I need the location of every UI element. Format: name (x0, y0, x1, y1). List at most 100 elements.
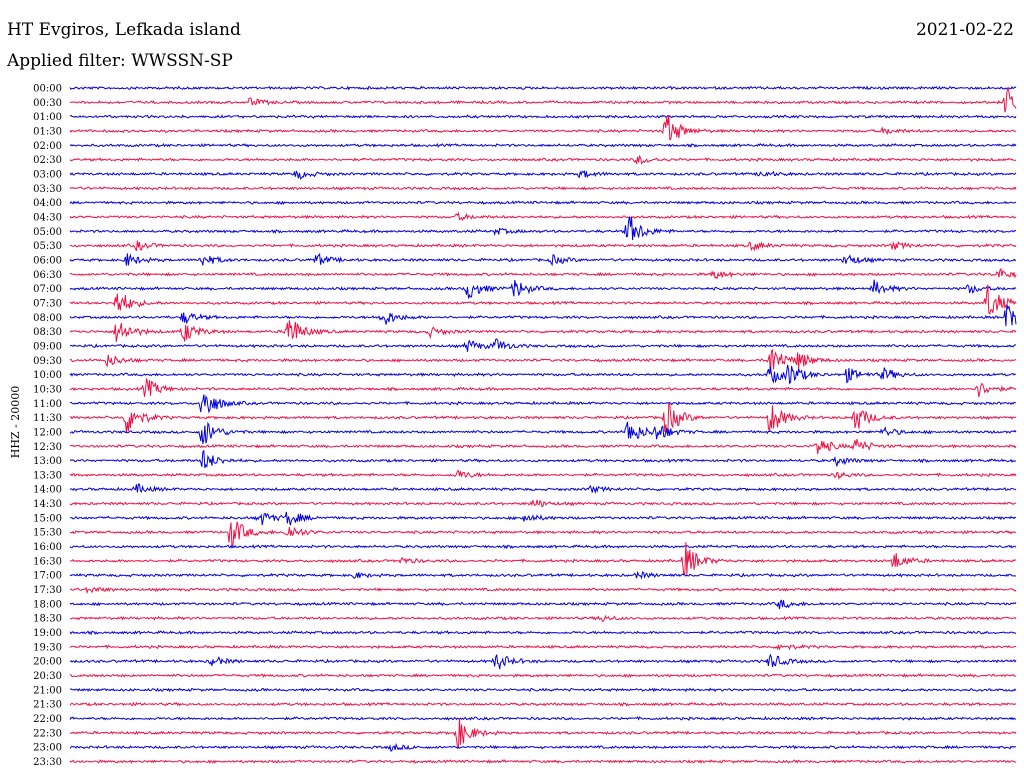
time-tick-label: 14:30 (33, 499, 62, 510)
seismic-trace (69, 499, 1017, 508)
seismic-trace (69, 200, 1017, 206)
seismic-trace (69, 630, 1017, 636)
seismic-trace (69, 216, 1017, 241)
time-tick-label: 07:30 (33, 298, 62, 309)
time-tick-label: 06:30 (33, 270, 62, 281)
record-date: 2021-02-22 (915, 20, 1014, 40)
time-tick-label: 12:30 (33, 442, 62, 453)
seismic-trace (69, 687, 1017, 693)
seismic-trace (69, 599, 1017, 610)
seismic-trace (69, 378, 1017, 398)
filter-label: Applied filter: WWSSN-SP (7, 51, 233, 71)
seismic-trace (69, 284, 1017, 315)
seismic-trace (69, 186, 1017, 191)
seismic-trace (69, 85, 1017, 91)
seismic-trace (69, 142, 1017, 149)
seismic-trace (69, 570, 1017, 580)
seismic-trace (69, 718, 1017, 749)
time-tick-label: 08:30 (33, 327, 62, 338)
seismic-trace (69, 470, 1017, 480)
seismic-trace (69, 438, 1017, 455)
seismic-trace (69, 170, 1017, 180)
seismic-trace (69, 279, 1017, 299)
time-tick-label: 18:30 (33, 614, 62, 625)
seismic-trace (69, 449, 1017, 469)
time-tick-label: 04:30 (33, 212, 62, 223)
time-tick-label: 21:30 (33, 700, 62, 711)
time-tick-label: 20:30 (33, 671, 62, 682)
time-tick-label: 02:00 (33, 141, 62, 152)
time-tick-label: 16:00 (33, 542, 62, 553)
time-tick-label: 03:30 (33, 184, 62, 195)
seismic-trace (69, 742, 1017, 753)
time-tick-label: 00:30 (33, 98, 62, 109)
time-tick-label: 08:00 (33, 313, 62, 324)
time-tick-label: 18:00 (33, 599, 62, 610)
seismic-trace (69, 349, 1017, 374)
time-tick-label: 03:00 (33, 169, 62, 180)
seismic-trace (69, 304, 1017, 327)
time-tick-label: 04:00 (33, 198, 62, 209)
seismic-trace (69, 394, 1017, 414)
time-tick-label: 00:00 (33, 84, 62, 95)
time-tick-label: 22:30 (33, 728, 62, 739)
time-tick-label: 15:30 (33, 528, 62, 539)
seismic-trace (69, 701, 1017, 707)
time-tick-label: 01:00 (33, 112, 62, 123)
seismic-trace (69, 421, 1017, 444)
seismic-trace (69, 402, 1017, 435)
seismic-trace (69, 759, 1017, 764)
seismic-trace (69, 338, 1017, 352)
time-tick-label: 16:30 (33, 556, 62, 567)
time-tick-label: 19:30 (33, 642, 62, 653)
seismic-trace (69, 521, 1017, 549)
time-tick-label: 17:00 (33, 571, 62, 582)
time-tick-label: 21:00 (33, 685, 62, 696)
seismic-trace (69, 586, 1017, 595)
time-tick-label: 19:00 (33, 628, 62, 639)
time-tick-label: 05:30 (33, 241, 62, 252)
time-tick-label: 05:00 (33, 227, 62, 238)
seismic-trace (69, 114, 1017, 120)
seismic-trace (70, 511, 1017, 526)
station-title: HT Evgiros, Lefkada island (7, 20, 241, 40)
seismic-trace (69, 544, 1017, 550)
time-tick-label: 06:00 (33, 255, 62, 266)
time-tick-label: 22:00 (33, 714, 62, 725)
time-tick-label: 10:30 (33, 384, 62, 395)
seismic-trace (69, 614, 1017, 622)
time-tick-label: 11:30 (33, 413, 62, 424)
seismic-trace (69, 653, 1017, 670)
time-tick-label: 15:00 (33, 513, 62, 524)
seismic-trace (69, 240, 1017, 252)
seismic-trace (69, 364, 1016, 385)
time-tick-label: 02:30 (33, 155, 62, 166)
time-tick-label: 13:00 (33, 456, 62, 467)
seismic-trace (69, 154, 1017, 165)
time-tick-label: 11:00 (33, 399, 62, 410)
seismic-trace (69, 267, 1017, 280)
seismic-trace (69, 87, 1017, 113)
time-tick-label: 01:30 (33, 126, 62, 137)
seismic-trace (69, 673, 1017, 678)
seismic-trace (69, 483, 1017, 495)
time-tick-label: 14:00 (33, 485, 62, 496)
time-tick-label: 23:30 (33, 757, 62, 768)
time-tick-label: 09:30 (33, 356, 62, 367)
time-tick-label: 20:00 (33, 657, 62, 668)
seismic-trace (69, 253, 1017, 267)
time-tick-label: 10:00 (33, 370, 62, 381)
seismic-trace (69, 320, 1017, 342)
seismic-trace (69, 643, 1017, 651)
time-tick-label: 07:00 (33, 284, 62, 295)
seismic-trace (69, 115, 1017, 141)
seismic-trace (69, 715, 1017, 721)
time-tick-label: 09:00 (33, 341, 62, 352)
time-tick-label: 23:00 (33, 743, 62, 754)
seismic-trace (70, 542, 1017, 577)
time-tick-label: 12:00 (33, 427, 62, 438)
seismic-trace (69, 211, 1017, 222)
time-tick-label: 13:30 (33, 470, 62, 481)
time-tick-label: 17:30 (33, 585, 62, 596)
